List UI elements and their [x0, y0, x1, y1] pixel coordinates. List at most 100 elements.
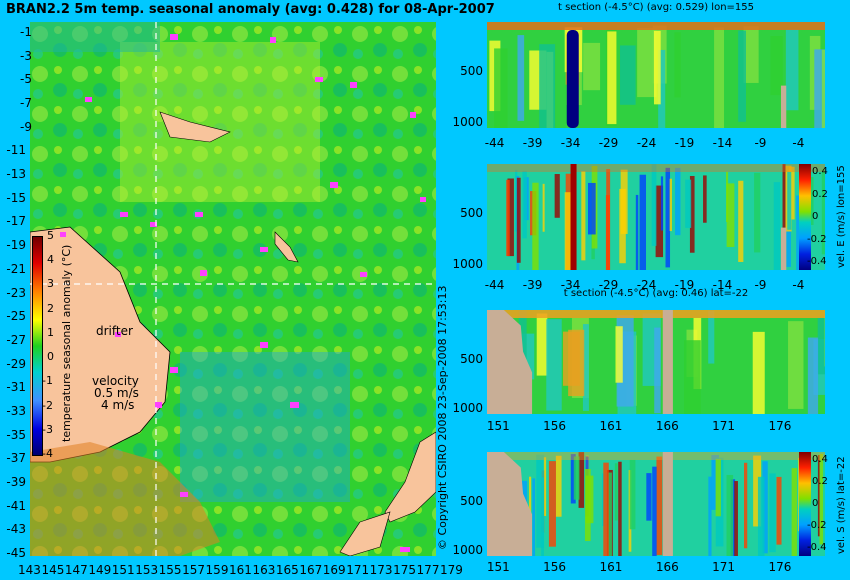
section-stripe	[770, 36, 782, 95]
section-stripe	[753, 332, 765, 414]
map-lat-tick: -9	[8, 120, 32, 134]
map-lat-tick: -43	[2, 522, 26, 536]
section-stripe	[652, 467, 656, 556]
surface-band	[487, 310, 825, 318]
section-x-tick: 171	[710, 419, 738, 433]
section-stripe	[808, 338, 818, 414]
copyright-text: © Copyright CSIRO 2008 23-Sep-2008 17:53…	[436, 286, 449, 551]
section-stripe	[565, 192, 571, 270]
section-stripe	[621, 170, 628, 234]
map-lat-tick: -45	[2, 546, 26, 560]
section-stripe	[769, 473, 775, 552]
map-lat-tick: -25	[2, 309, 26, 323]
section-stripe	[607, 31, 616, 124]
map-lat-tick: -1	[8, 25, 32, 39]
section-x-tick: 151	[484, 419, 512, 433]
section-stripe	[666, 168, 671, 268]
section-stripe	[787, 172, 791, 230]
section-land-mask	[781, 86, 786, 128]
section-x-tick: 161	[597, 560, 625, 574]
cool-anomaly-region	[180, 352, 350, 502]
section-y-tick: 1000	[441, 401, 483, 415]
section-stripe	[549, 461, 556, 547]
map-colorbar-tick: 5	[47, 229, 54, 242]
section-stripe	[603, 463, 608, 556]
map-lat-tick: -13	[2, 167, 26, 181]
map-lon-tick: 163	[252, 563, 275, 577]
surface-band	[487, 22, 825, 30]
map-lon-tick: 145	[41, 563, 64, 577]
section-stripe	[818, 318, 825, 375]
section-stripe	[788, 321, 803, 409]
section-stripe	[555, 174, 560, 218]
section-colorbar-tick: 0.4	[812, 166, 828, 177]
map-lon-tick: 171	[346, 563, 369, 577]
map-lon-tick: 159	[206, 563, 229, 577]
section-stripe	[532, 478, 535, 556]
map-lon-tick: 149	[88, 563, 111, 577]
map-lat-tick: -21	[2, 262, 26, 276]
map-lon-tick: 161	[229, 563, 252, 577]
section-stripe	[522, 171, 526, 238]
section-x-tick: -9	[746, 136, 774, 150]
section-stripe	[716, 459, 721, 516]
section-stripe	[581, 171, 585, 260]
map-lat-tick: -15	[2, 191, 26, 205]
section-stripe	[714, 27, 724, 128]
section-x-tick: 176	[766, 419, 794, 433]
section-heatmap[interactable]	[487, 452, 825, 556]
section-stripe	[536, 455, 544, 548]
map-lon-tick: 167	[299, 563, 322, 577]
map-lat-tick: -27	[2, 333, 26, 347]
section-heatmap[interactable]	[487, 310, 825, 414]
map-lon-tick: 179	[440, 563, 463, 577]
map-lat-tick: -33	[2, 404, 26, 418]
section-stripe	[654, 31, 661, 104]
section-stripe	[637, 28, 656, 97]
map-lon-tick: 173	[370, 563, 393, 577]
section-stripe	[708, 311, 714, 364]
section-colorbar-label: vel. E (m/s) lon=155	[836, 165, 847, 268]
section-stripe	[670, 179, 672, 231]
map-lat-tick: -11	[2, 143, 26, 157]
section-stripe	[630, 460, 636, 529]
section-stripe	[786, 30, 799, 111]
section-x-tick: 171	[710, 560, 738, 574]
map-lat-tick: -35	[2, 428, 26, 442]
map-plot[interactable]	[30, 22, 436, 556]
section-stripe	[684, 340, 701, 414]
section-stripe	[734, 481, 738, 556]
map-lat-tick: -29	[2, 357, 26, 371]
section-stripe	[539, 44, 555, 128]
map-lat-tick: -23	[2, 286, 26, 300]
map-lat-tick: -37	[2, 451, 26, 465]
section-heatmap[interactable]	[487, 164, 825, 270]
cool-anomaly-north	[30, 22, 160, 52]
map-panel[interactable]	[30, 22, 436, 556]
section-stripe	[708, 477, 711, 556]
cold-core	[567, 30, 579, 128]
section-stripe	[556, 456, 562, 517]
section-stripe	[640, 175, 646, 270]
map-lon-tick: 177	[417, 563, 440, 577]
section-stripe	[585, 469, 591, 541]
section-title: t section (-4.5°C) (avg: 0.46) lat=-22	[487, 288, 825, 299]
section-stripe	[494, 48, 508, 128]
warm-anomaly-region	[120, 42, 320, 202]
section-land-mask	[781, 228, 786, 270]
section-colorbar-label: vel. S (m/s) lat=-22	[836, 456, 847, 554]
map-lon-tick: 151	[112, 563, 135, 577]
map-lon-tick: 155	[159, 563, 182, 577]
section-stripe	[543, 184, 545, 232]
section-y-tick: 500	[441, 64, 483, 78]
section-x-tick: -19	[670, 136, 698, 150]
section-colorbar-tick: 0.4	[812, 454, 828, 465]
section-x-tick: 161	[597, 419, 625, 433]
section-stripe	[754, 173, 760, 253]
section-x-tick: 156	[541, 419, 569, 433]
map-lon-tick: 175	[393, 563, 416, 577]
section-stripe	[606, 195, 610, 270]
section-heatmap[interactable]	[487, 22, 825, 128]
section-stripe	[652, 164, 657, 246]
section-stripe	[758, 477, 765, 556]
